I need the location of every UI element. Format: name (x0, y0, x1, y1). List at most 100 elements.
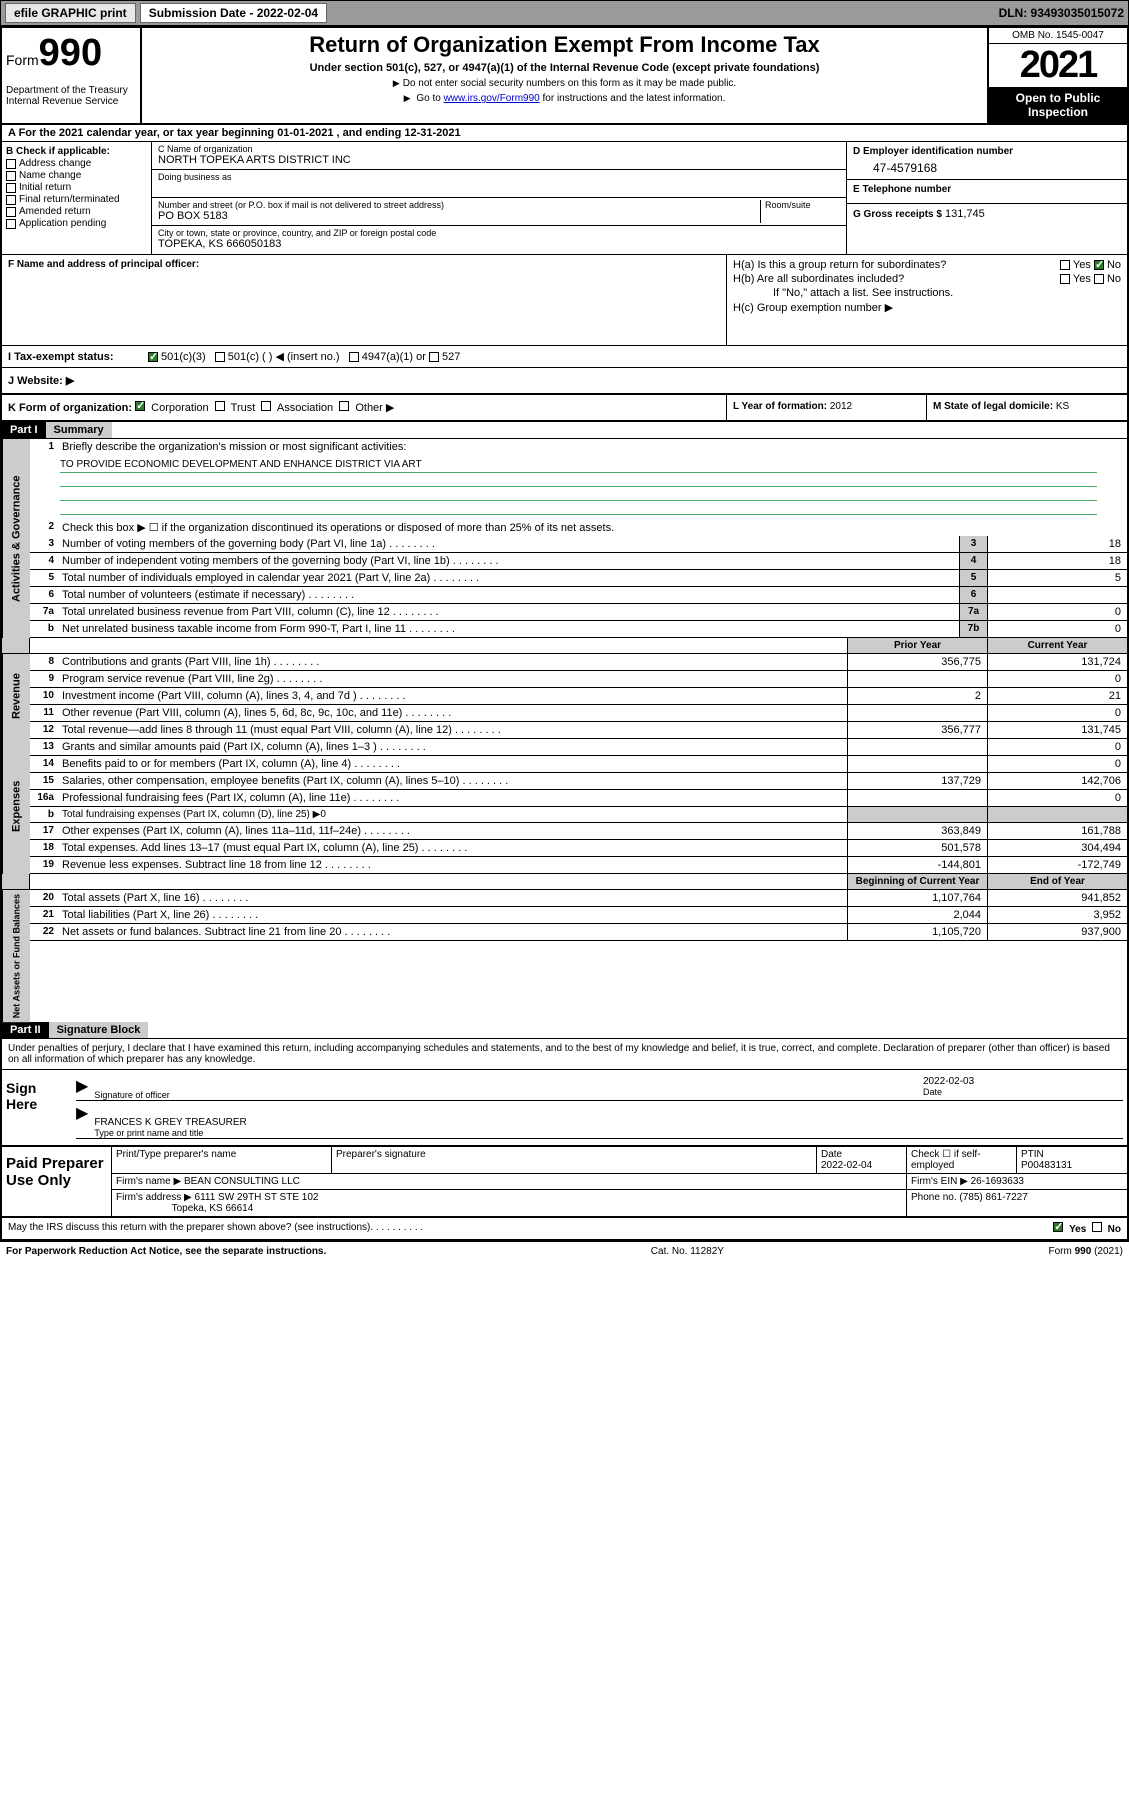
k-year-formation: L Year of formation: 2012 (727, 395, 927, 420)
chk-hb-no[interactable] (1094, 274, 1104, 284)
lbl-app-pending: Application pending (19, 218, 106, 229)
line-2-desc: Check this box ▶ ☐ if the organization d… (58, 519, 1127, 536)
chk-501c[interactable] (215, 352, 225, 362)
tel-value (853, 195, 1121, 199)
summary-line: 13Grants and similar amounts paid (Part … (30, 739, 1127, 756)
cell-dba: Doing business as (152, 170, 846, 198)
city-value: TOPEKA, KS 666050183 (158, 238, 840, 250)
chk-amended[interactable] (6, 207, 16, 217)
chk-527[interactable] (429, 352, 439, 362)
firm-phone-label: Phone no. (911, 1192, 957, 1203)
summary-line: 21Total liabilities (Part X, line 26)2,0… (30, 907, 1127, 924)
part-2-title: Signature Block (49, 1022, 149, 1038)
officer-label: F Name and address of principal officer: (8, 259, 720, 270)
dots: . . . . . . . . . . (370, 1222, 423, 1235)
chk-ha-no[interactable] (1094, 260, 1104, 270)
header-left: Form990 Department of the Treasury Inter… (2, 28, 142, 123)
col-b-checkboxes: B Check if applicable: Address change Na… (2, 142, 152, 254)
summary-line: 10Investment income (Part VIII, column (… (30, 688, 1127, 705)
signature-intro: Under penalties of perjury, I declare th… (2, 1039, 1127, 1070)
netassets-section: Net Assets or Fund Balances 20Total asse… (2, 890, 1127, 1022)
prep-date-header: Date (821, 1149, 842, 1160)
summary-line: 17Other expenses (Part IX, column (A), l… (30, 823, 1127, 840)
chk-initial-return[interactable] (6, 183, 16, 193)
line-7a-desc: Total unrelated business revenue from Pa… (58, 604, 959, 620)
pra-notice: For Paperwork Reduction Act Notice, see … (6, 1246, 326, 1257)
state-domicile-label: M State of legal domicile: (933, 401, 1053, 412)
hb-no: No (1107, 273, 1121, 285)
city-label: City or town, state or province, country… (158, 228, 840, 238)
firm-ein-value: 26-1693633 (971, 1176, 1024, 1187)
line-7b-desc: Net unrelated business taxable income fr… (58, 621, 959, 637)
lbl-amended: Amended return (19, 206, 91, 217)
efile-print-button[interactable]: efile GRAPHIC print (5, 3, 136, 23)
begin-year-header: Beginning of Current Year (847, 874, 987, 889)
prep-name-header: Print/Type preparer's name (112, 1147, 332, 1173)
k-form-label: K Form of organization: (8, 402, 132, 414)
ein-label: D Employer identification number (853, 146, 1121, 157)
tax-year: 2021 (989, 44, 1127, 87)
line-5-val: 5 (987, 570, 1127, 586)
line-4-val: 18 (987, 553, 1127, 569)
lbl-address-change: Address change (19, 158, 91, 169)
chk-address-change[interactable] (6, 159, 16, 169)
dba-label: Doing business as (158, 172, 840, 182)
chk-4947[interactable] (349, 352, 359, 362)
ptin-value: P00483131 (1021, 1160, 1072, 1171)
col-f-officer: F Name and address of principal officer: (2, 255, 727, 345)
lbl-initial-return: Initial return (19, 182, 71, 193)
ha-text: H(a) Is this a group return for subordin… (733, 259, 946, 271)
firm-name-label: Firm's name ▶ (116, 1176, 181, 1187)
prior-year-header: Prior Year (847, 638, 987, 653)
summary-line: 8Contributions and grants (Part VIII, li… (30, 654, 1127, 671)
summary-line: 11Other revenue (Part VIII, column (A), … (30, 705, 1127, 722)
gross-value: 131,745 (945, 208, 985, 220)
h-b-line: H(b) Are all subordinates included? Yes … (733, 273, 1121, 285)
chk-final-return[interactable] (6, 195, 16, 205)
org-name-label: C Name of organization (158, 144, 840, 154)
cell-org-name: C Name of organization NORTH TOPEKA ARTS… (152, 142, 846, 170)
line-7a-val: 0 (987, 604, 1127, 620)
chk-trust[interactable] (215, 401, 225, 411)
chk-assoc[interactable] (261, 401, 271, 411)
discuss-question: May the IRS discuss this return with the… (8, 1222, 370, 1235)
chk-app-pending[interactable] (6, 219, 16, 229)
paid-preparer-label: Paid Preparer Use Only (2, 1147, 112, 1216)
expenses-side-label: Expenses (2, 739, 30, 874)
opt-other: Other ▶ (355, 402, 394, 414)
chk-name-change[interactable] (6, 171, 16, 181)
form-990-frame: Form990 Department of the Treasury Inter… (0, 26, 1129, 1241)
col-h-group: H(a) Is this a group return for subordin… (727, 255, 1127, 345)
chk-corp[interactable] (135, 401, 145, 411)
irs-link[interactable]: www.irs.gov/Form990 (444, 93, 540, 104)
governance-side-label: Activities & Governance (2, 439, 30, 638)
ein-value: 47-4579168 (853, 157, 1121, 175)
chk-discuss-yes[interactable] (1053, 1222, 1063, 1232)
cell-telephone: E Telephone number (847, 180, 1127, 204)
section-f-h: F Name and address of principal officer:… (2, 255, 1127, 346)
chk-discuss-no[interactable] (1092, 1222, 1102, 1232)
note2-post: for instructions and the latest informat… (540, 93, 726, 104)
ptin-label: PTIN (1021, 1149, 1044, 1160)
ha-yes: Yes (1073, 259, 1091, 271)
cat-no: Cat. No. 11282Y (651, 1246, 724, 1257)
row-i-tax-status: I Tax-exempt status: 501(c)(3) 501(c) ( … (2, 346, 1127, 368)
hc-text: H(c) Group exemption number ▶ (733, 301, 1121, 314)
opt-527: 527 (442, 351, 460, 363)
dln-label: DLN: 93493035015072 (999, 6, 1124, 20)
tax-status-label: I Tax-exempt status: (8, 351, 148, 363)
sig-arrow-icon-2: ▶ (76, 1103, 88, 1138)
chk-hb-yes[interactable] (1060, 274, 1070, 284)
mission-block: TO PROVIDE ECONOMIC DEVELOPMENT AND ENHA… (30, 455, 1127, 519)
cell-address: Number and street (or P.O. box if mail i… (152, 198, 846, 226)
chk-other[interactable] (339, 401, 349, 411)
part-1-title: Summary (46, 422, 112, 438)
row-k-org-form: K Form of organization: Corporation Trus… (2, 395, 1127, 422)
chk-501c3[interactable] (148, 352, 158, 362)
part-2-header: Part IISignature Block (2, 1022, 1127, 1039)
sig-name-value: FRANCES K GREY TREASURER (94, 1117, 1123, 1128)
part-1-badge: Part I (2, 422, 46, 438)
prep-date-value: 2022-02-04 (821, 1160, 872, 1171)
website-label: J Website: ▶ (8, 374, 74, 387)
chk-ha-yes[interactable] (1060, 260, 1070, 270)
